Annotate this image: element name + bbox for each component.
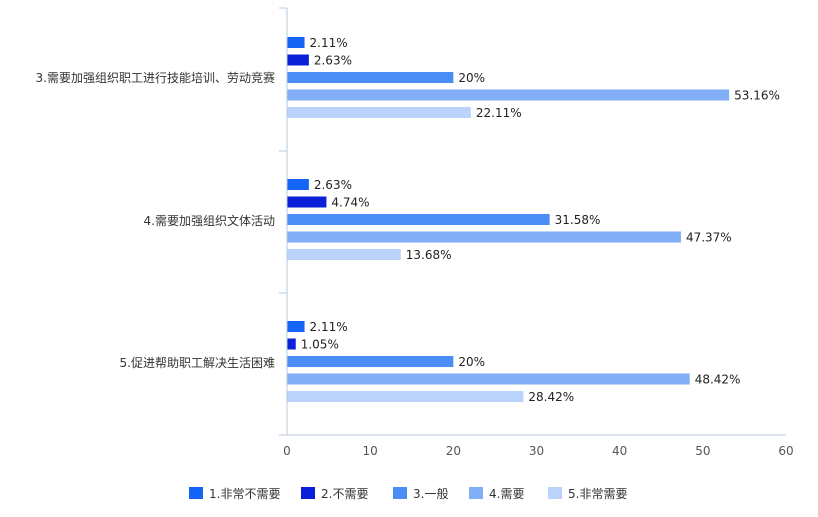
data-labels: 2.11% 2.63% 20% 53.16% 22.11% 2.63% 4.74% 31.58…: [301, 36, 780, 404]
data-label-1-5: 22.11%: [476, 106, 522, 120]
bar-2-3: [287, 214, 550, 225]
category-label-2: 4.需要加强组织文体活动: [144, 213, 275, 228]
legend-label-2[interactable]: 2.不需要: [321, 487, 368, 501]
data-label-1-3: 20%: [458, 71, 485, 85]
legend: 1.非常不需要 2.不需要 3.一般 4.需要 5.非常需要: [189, 486, 627, 501]
bar-3-3: [287, 356, 454, 367]
bar-2-4: [287, 231, 681, 243]
data-label-2-4: 47.37%: [686, 231, 732, 245]
x-tick-label-20: 20: [446, 444, 461, 458]
legend-swatch-1[interactable]: [189, 487, 203, 499]
bar-1-1: [287, 37, 305, 48]
bar-1-5: [287, 107, 471, 118]
bar-3-2: [287, 338, 296, 350]
data-label-1-4: 53.16%: [734, 89, 780, 103]
bar-1-3: [287, 72, 454, 83]
data-label-3-4: 48.42%: [695, 373, 741, 387]
legend-swatch-2[interactable]: [301, 487, 315, 499]
bar-3-1: [287, 321, 305, 332]
x-tick-label-60: 60: [778, 444, 793, 458]
data-label-1-2: 2.63%: [314, 54, 352, 68]
category-label-1: 3.需要加强组织职工进行技能培训、劳动竞赛: [36, 70, 275, 85]
x-tick-label-50: 50: [695, 444, 710, 458]
x-tick-label-40: 40: [612, 444, 627, 458]
bar-2-1: [287, 179, 309, 190]
bar-3-4: [287, 373, 690, 385]
data-label-3-3: 20%: [458, 355, 485, 369]
data-label-1-1: 2.11%: [310, 36, 348, 50]
data-label-3-2: 1.05%: [301, 338, 339, 352]
legend-swatch-5[interactable]: [548, 487, 562, 499]
data-label-3-5: 28.42%: [528, 390, 574, 404]
legend-label-5[interactable]: 5.非常需要: [568, 487, 627, 501]
bar-1-2: [287, 54, 309, 66]
category-label-3: 5.促进帮助职工解决生活困难: [120, 356, 275, 370]
x-tick-label-10: 10: [363, 444, 378, 458]
axes: 3.需要加强组织职工进行技能培训、劳动竞赛 4.需要加强组织文体活动 5.促进帮助职…: [36, 7, 794, 458]
legend-label-3[interactable]: 3.一般: [413, 486, 448, 501]
legend-swatch-3[interactable]: [393, 487, 407, 499]
plot-area: [287, 37, 730, 402]
x-tick-label-0: 0: [283, 444, 291, 458]
data-label-3-1: 2.11%: [310, 320, 348, 334]
data-label-2-3: 31.58%: [555, 213, 601, 227]
bar-2-5: [287, 249, 401, 260]
data-label-2-2: 4.74%: [331, 196, 369, 210]
bar-3-5: [287, 391, 524, 402]
bar-1-4: [287, 89, 730, 101]
legend-swatch-4[interactable]: [469, 487, 483, 499]
legend-label-1[interactable]: 1.非常不需要: [209, 487, 280, 501]
bar-2-2: [287, 196, 327, 208]
data-label-2-5: 13.68%: [406, 248, 452, 262]
data-label-2-1: 2.63%: [314, 178, 352, 192]
legend-label-4[interactable]: 4.需要: [489, 487, 524, 501]
x-tick-label-30: 30: [529, 444, 544, 458]
